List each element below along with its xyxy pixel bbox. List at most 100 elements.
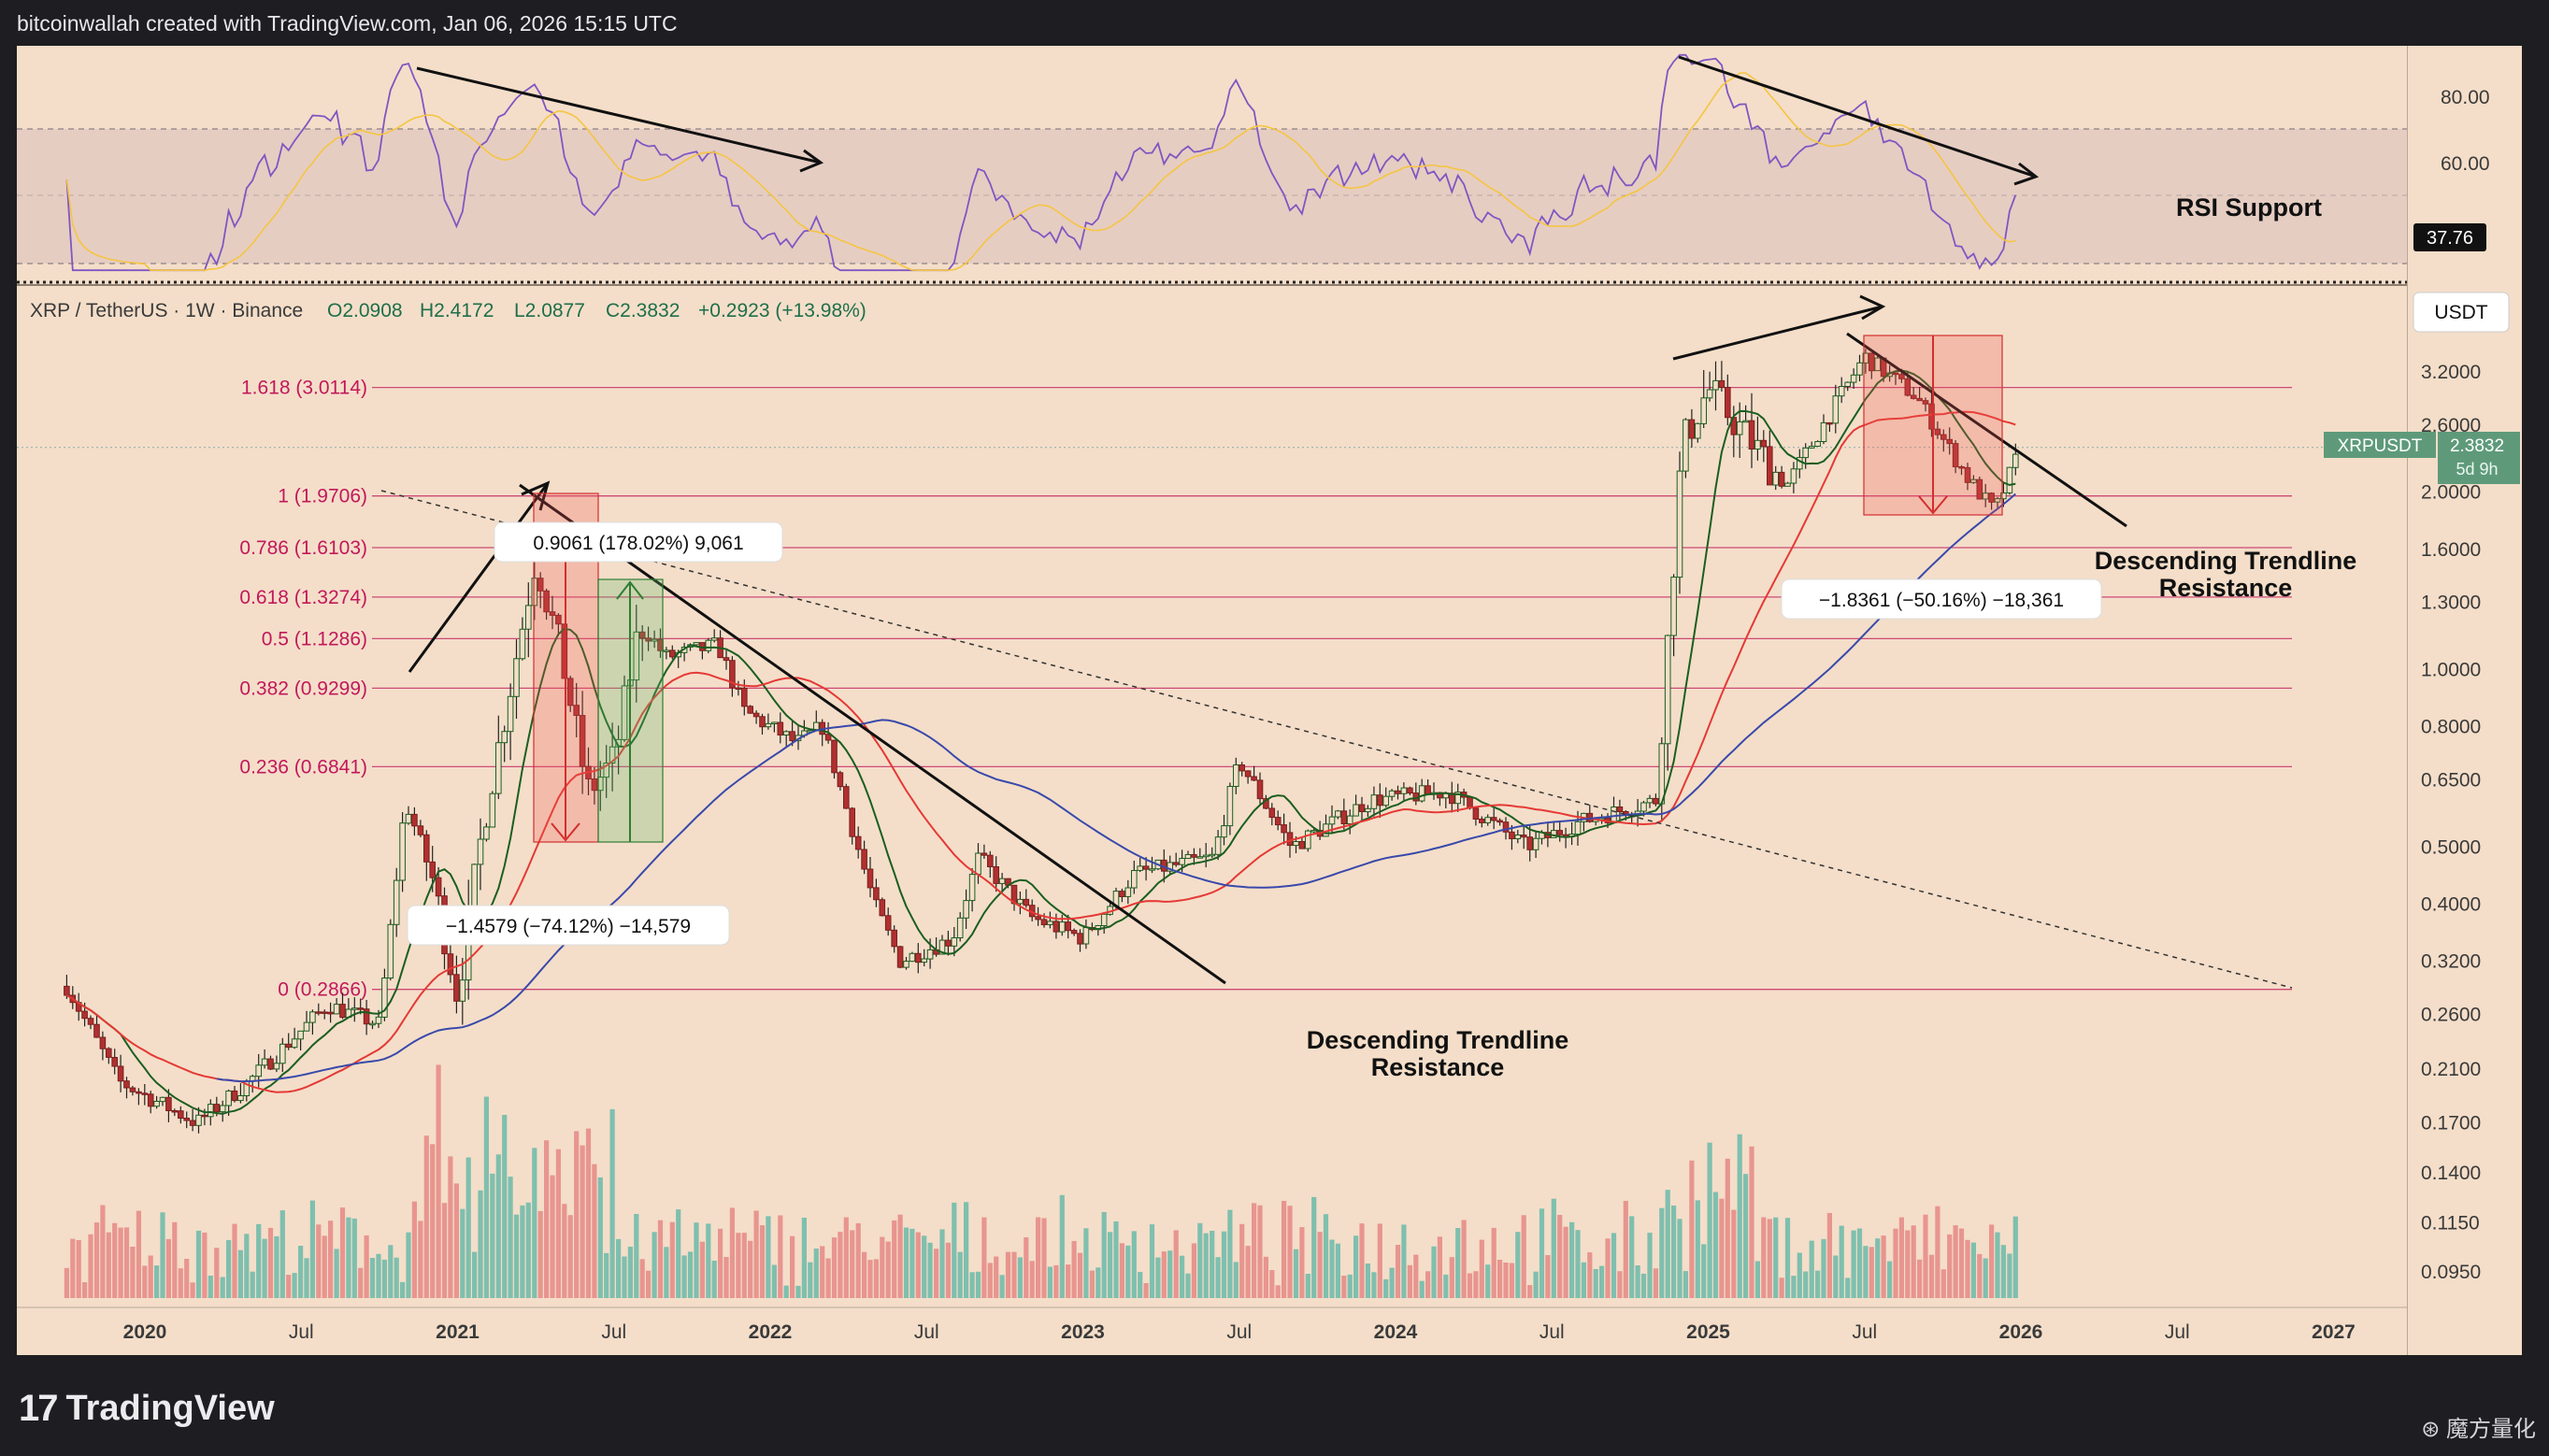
- volume-bar: [316, 1224, 322, 1298]
- drawings: [380, 55, 2293, 989]
- volume-bar: [1563, 1226, 1568, 1298]
- volume-bar: [813, 1249, 819, 1298]
- price-chart[interactable]: 1.618 (3.0114) 1 (1.9706) 0.786 (1.6103) 0.…: [17, 46, 2421, 1355]
- candle-body: [843, 786, 850, 809]
- fib-label: 0.5 (1.1286): [262, 628, 367, 649]
- candle-body: [1395, 790, 1401, 794]
- volume-bar: [1149, 1224, 1155, 1298]
- volume-bar: [1036, 1217, 1041, 1298]
- volume-bar: [1210, 1231, 1215, 1298]
- volume-bar: [1575, 1230, 1581, 1298]
- volume-bar: [123, 1227, 130, 1298]
- candle-body: [1449, 792, 1455, 805]
- volume-bar: [1917, 1259, 1923, 1298]
- volume-bar: [106, 1232, 111, 1298]
- volume-bar: [646, 1270, 652, 1298]
- volume-bar: [1623, 1201, 1628, 1298]
- candle-body: [1754, 439, 1761, 450]
- volume-bar: [406, 1232, 411, 1298]
- descending-trendline-2: [1846, 332, 2127, 528]
- x-tick-label: Jul: [1226, 1321, 1252, 1343]
- volume-bar: [1029, 1261, 1035, 1298]
- volume-bar: [100, 1205, 106, 1298]
- x-tick-label: Jul: [2165, 1321, 2190, 1343]
- candle-body: [926, 949, 934, 960]
- volume-bar: [1928, 1254, 1935, 1298]
- candle-body: [477, 838, 484, 865]
- volume-bar: [897, 1214, 903, 1298]
- candle-body: [1293, 841, 1299, 847]
- rsi-tick-80: 80.00: [2441, 87, 2490, 108]
- volume-bar: [532, 1148, 537, 1298]
- currency-badge[interactable]: USDT: [2413, 292, 2510, 333]
- volume-bar: [808, 1262, 813, 1298]
- price-axis[interactable]: 3.2000 2.6000 2.0000 1.6000 1.3000 1.0000 0.80…: [2407, 46, 2522, 1355]
- volume-bar: [1437, 1236, 1442, 1298]
- volume-bar: [1473, 1271, 1479, 1298]
- volume-bar: [1887, 1261, 1893, 1298]
- volume-bar: [945, 1242, 951, 1298]
- volume-bar: [376, 1253, 381, 1298]
- volume-bar: [364, 1235, 369, 1298]
- candle-body: [1869, 352, 1875, 372]
- candle-body: [1982, 492, 1989, 500]
- candle-body: [1065, 921, 1072, 932]
- volume-bar: [1557, 1215, 1563, 1298]
- volume-bar: [1826, 1213, 1832, 1298]
- candle-body: [735, 687, 742, 690]
- ma-long-line: [216, 492, 2016, 1083]
- candle-body: [1712, 379, 1719, 391]
- candle-body: [489, 792, 496, 828]
- volume-bar: [1419, 1280, 1425, 1298]
- volume-bar: [76, 1240, 81, 1298]
- candle-body: [549, 611, 556, 616]
- candle-body: [1856, 362, 1863, 376]
- candle-body: [1664, 635, 1671, 745]
- candle-body: [566, 678, 574, 707]
- volume-bar: [1743, 1174, 1749, 1298]
- volume-bar: [567, 1215, 573, 1298]
- volume-bar: [274, 1235, 279, 1298]
- volume-bar: [862, 1251, 867, 1298]
- candle-body: [1119, 891, 1125, 897]
- candle-body: [603, 763, 610, 778]
- svg-text:−1.4579 (−74.12%) −14,579: −1.4579 (−74.12%) −14,579: [446, 916, 691, 937]
- volume-bar: [1947, 1234, 1953, 1298]
- candle-body: [909, 952, 916, 963]
- volume-bar: [1180, 1255, 1185, 1298]
- volume-bars: [64, 1064, 2018, 1298]
- ma-short-line: [65, 369, 2016, 1115]
- y-tick-label: 3.2000: [2421, 362, 2481, 383]
- x-tick-label: Jul: [1852, 1321, 1877, 1343]
- volume-bar: [1203, 1233, 1209, 1298]
- volume-bar: [994, 1256, 999, 1298]
- candle-body: [483, 826, 490, 840]
- candle-body: [327, 1011, 334, 1015]
- volume-bar: [244, 1234, 250, 1298]
- candle-body: [1784, 482, 1791, 487]
- rsi-axis-ticks: 80.00 60.00: [2441, 87, 2490, 175]
- tradingview-logo[interactable]: 17 TradingView: [19, 1388, 275, 1430]
- fib-label: 0.786 (1.6103): [239, 537, 367, 559]
- volume-bar: [1299, 1227, 1305, 1298]
- candle-body: [1797, 457, 1803, 470]
- rsi-support-value-tag: 37.76: [2413, 223, 2486, 251]
- candle-body: [2006, 466, 2013, 493]
- volume-bar: [1239, 1223, 1245, 1298]
- candle-body: [195, 1114, 202, 1126]
- price-tag-symbol: XRPUSDT: [2338, 436, 2423, 456]
- x-tick-label: 2020: [123, 1321, 167, 1343]
- candles: [64, 349, 2019, 1134]
- chart-frame[interactable]: 1.618 (3.0114) 1 (1.9706) 0.786 (1.6103) 0.…: [17, 46, 2421, 1355]
- candle-body: [1748, 420, 1755, 450]
- candle-body: [435, 877, 442, 897]
- rsi-line: [65, 53, 2017, 272]
- volume-bar: [537, 1210, 543, 1298]
- volume-bar: [1779, 1278, 1784, 1298]
- volume-bar: [304, 1258, 309, 1298]
- candle-body: [1802, 447, 1810, 459]
- candle-body: [1640, 802, 1647, 812]
- volume-bar: [669, 1221, 675, 1298]
- tv-logo-icon: 17: [19, 1388, 58, 1429]
- legend-change: +0.2923 (+13.98%): [698, 300, 866, 321]
